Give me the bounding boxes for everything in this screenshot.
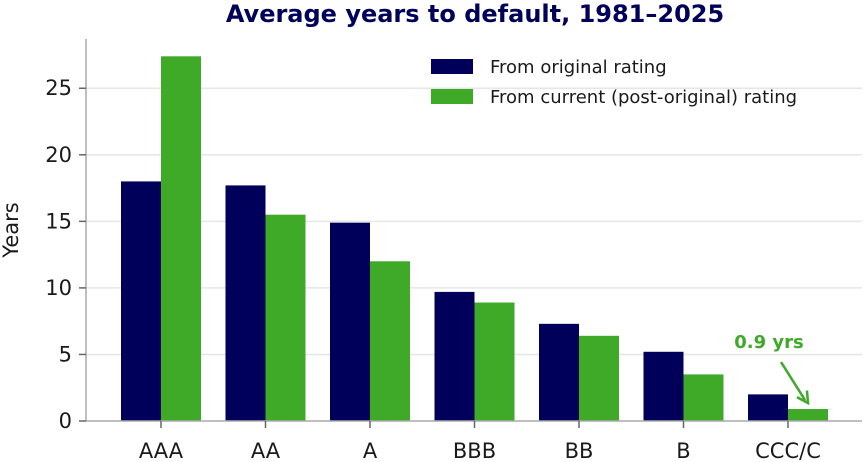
bar-a-series-1 (330, 222, 370, 421)
bar-aa-series-2 (265, 214, 306, 421)
y-tick-label-0: 0 (59, 409, 72, 433)
bar-b-series-1 (643, 351, 684, 421)
bar-aaa-series-1 (121, 181, 161, 421)
x-ticks: AAA AA A BBB BB B CCC/C (139, 421, 821, 462)
legend: From original rating From current (post-o… (431, 57, 797, 108)
bars (121, 56, 828, 422)
y-ticks: 0 5 10 15 20 25 (45, 76, 86, 433)
y-tick-label-2: 10 (45, 276, 72, 300)
bar-bbb-series-1 (434, 291, 475, 421)
legend-swatch-1 (431, 59, 473, 74)
annotation-arrow-head (796, 390, 810, 406)
legend-swatch-2 (431, 89, 473, 104)
y-tick-label-1: 5 (59, 342, 72, 366)
chart-title: Average years to default, 1981–2025 (226, 0, 724, 28)
y-axis-label: Years (0, 202, 23, 258)
bar-bb-series-2 (579, 335, 619, 421)
bar-a-series-2 (370, 261, 410, 421)
x-tick-label-0: AAA (139, 439, 184, 462)
bar-b-series-2 (683, 374, 724, 421)
annotation: 0.9 yrs (734, 332, 810, 406)
legend-label-1: From original rating (490, 57, 667, 78)
bar-aa-series-1 (225, 185, 266, 421)
bar-ccc-c-series-1 (748, 394, 788, 421)
annotation-label: 0.9 yrs (734, 332, 803, 353)
y-tick-label-3: 15 (45, 209, 72, 233)
legend-label-2: From current (post-original) rating (490, 87, 797, 108)
x-tick-label-3: BBB (453, 439, 496, 462)
bar-aaa-series-2 (161, 56, 201, 422)
x-tick-label-6: CCC/C (755, 439, 821, 462)
bar-bb-series-1 (539, 323, 579, 421)
y-tick-label-4: 20 (45, 143, 72, 167)
x-tick-label-1: AA (251, 439, 281, 462)
annotation-arrow-line (779, 361, 807, 401)
bar-ccc-c-series-2 (788, 409, 828, 421)
x-tick-label-2: A (363, 439, 378, 462)
y-tick-label-5: 25 (45, 76, 72, 100)
bar-bbb-series-2 (474, 302, 515, 421)
grid-lines (86, 87, 862, 356)
x-tick-label-5: B (676, 439, 690, 462)
x-tick-label-4: BB (565, 439, 594, 462)
